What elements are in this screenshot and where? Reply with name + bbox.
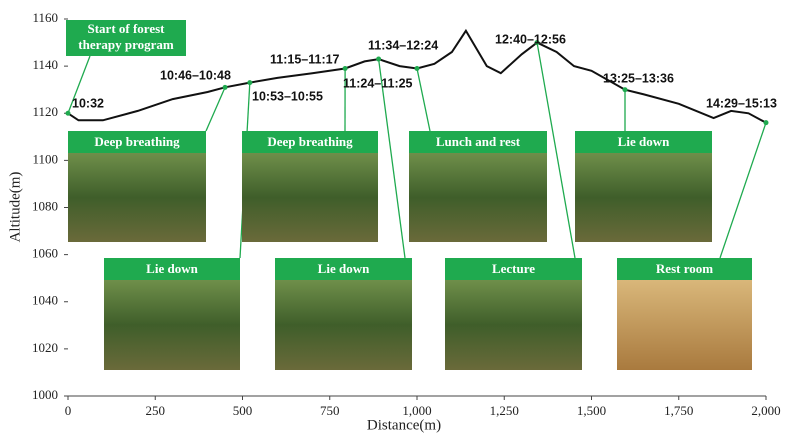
x-tick-label: 250 — [146, 403, 166, 418]
y-tick-label: 1080 — [32, 198, 58, 213]
y-tick-label: 1000 — [32, 387, 58, 402]
x-tick-label: 1,000 — [402, 403, 431, 418]
y-tick-label: 1060 — [32, 246, 58, 261]
y-tick-label: 1100 — [32, 151, 58, 166]
event-point — [414, 65, 420, 71]
leader-line — [719, 122, 767, 259]
photo-caption-box — [617, 258, 752, 280]
time-label: 11:24–11:25 — [343, 76, 413, 90]
photo — [617, 280, 752, 370]
leader-line — [416, 68, 431, 132]
altitude-line — [67, 28, 767, 124]
photo — [409, 153, 547, 242]
time-label: 14:29–15:13 — [706, 96, 777, 110]
photo-caption-box — [445, 258, 582, 280]
photo-caption-box — [104, 258, 240, 280]
leader-line — [377, 58, 406, 259]
event-point — [222, 84, 228, 90]
photo — [575, 153, 712, 242]
x-tick-label: 1,750 — [664, 403, 693, 418]
y-tick-label: 1020 — [32, 340, 58, 355]
photo — [275, 280, 412, 370]
photo-caption: Deep breathing — [267, 134, 353, 149]
photo-caption: Rest room — [656, 261, 713, 276]
time-label: 11:15–11:17 — [270, 52, 340, 66]
photo-caption: Lie down — [618, 134, 670, 149]
x-tick-label: 2,000 — [751, 403, 780, 418]
start-label: therapy program — [78, 37, 174, 52]
photo-caption-box — [575, 131, 712, 153]
time-label: 12:40–12:56 — [495, 32, 566, 46]
y-tick-label: 1140 — [32, 57, 58, 72]
y-tick-label: 1120 — [32, 104, 58, 119]
leader-line — [205, 87, 226, 132]
start-label: Start of forest — [87, 21, 165, 36]
photo-caption-box — [242, 131, 378, 153]
photo-caption: Deep breathing — [94, 134, 180, 149]
y-axis-label: Altitude(m) — [7, 172, 23, 243]
time-label: 10:32 — [72, 96, 104, 110]
photo-caption: Lecture — [492, 261, 535, 276]
x-axis-label: Distance(m) — [367, 417, 441, 433]
x-tick-label: 1,250 — [490, 403, 519, 418]
time-label: 10:53–10:55 — [252, 89, 323, 103]
photo — [104, 280, 240, 370]
photo-caption-box — [68, 131, 206, 153]
x-tick-label: 750 — [320, 403, 340, 418]
leader-line — [536, 42, 576, 259]
start-label-box — [66, 20, 186, 56]
photo — [242, 153, 378, 242]
x-tick-label: 1,500 — [577, 403, 606, 418]
event-point — [622, 87, 628, 93]
event-point — [376, 56, 382, 62]
photo — [445, 280, 582, 370]
y-tick-label: 1160 — [32, 10, 58, 25]
photo-caption: Lunch and rest — [436, 134, 521, 149]
time-label: 10:46–10:48 — [160, 68, 231, 82]
x-tick-label: 0 — [65, 403, 72, 418]
y-tick-label: 1040 — [32, 293, 58, 308]
photo-caption-box — [275, 258, 412, 280]
event-point — [65, 110, 71, 116]
event-point — [763, 120, 769, 126]
event-point — [342, 65, 348, 71]
event-point — [534, 40, 540, 46]
photo-caption-box — [409, 131, 547, 153]
event-point — [247, 80, 253, 86]
leader-line — [67, 55, 91, 114]
time-label: 13:25–13:36 — [603, 71, 674, 85]
time-label: 11:34–12:24 — [368, 38, 438, 52]
photo-caption: Lie down — [318, 261, 370, 276]
photo-caption: Lie down — [146, 261, 198, 276]
photo — [68, 153, 206, 242]
x-tick-label: 500 — [233, 403, 253, 418]
